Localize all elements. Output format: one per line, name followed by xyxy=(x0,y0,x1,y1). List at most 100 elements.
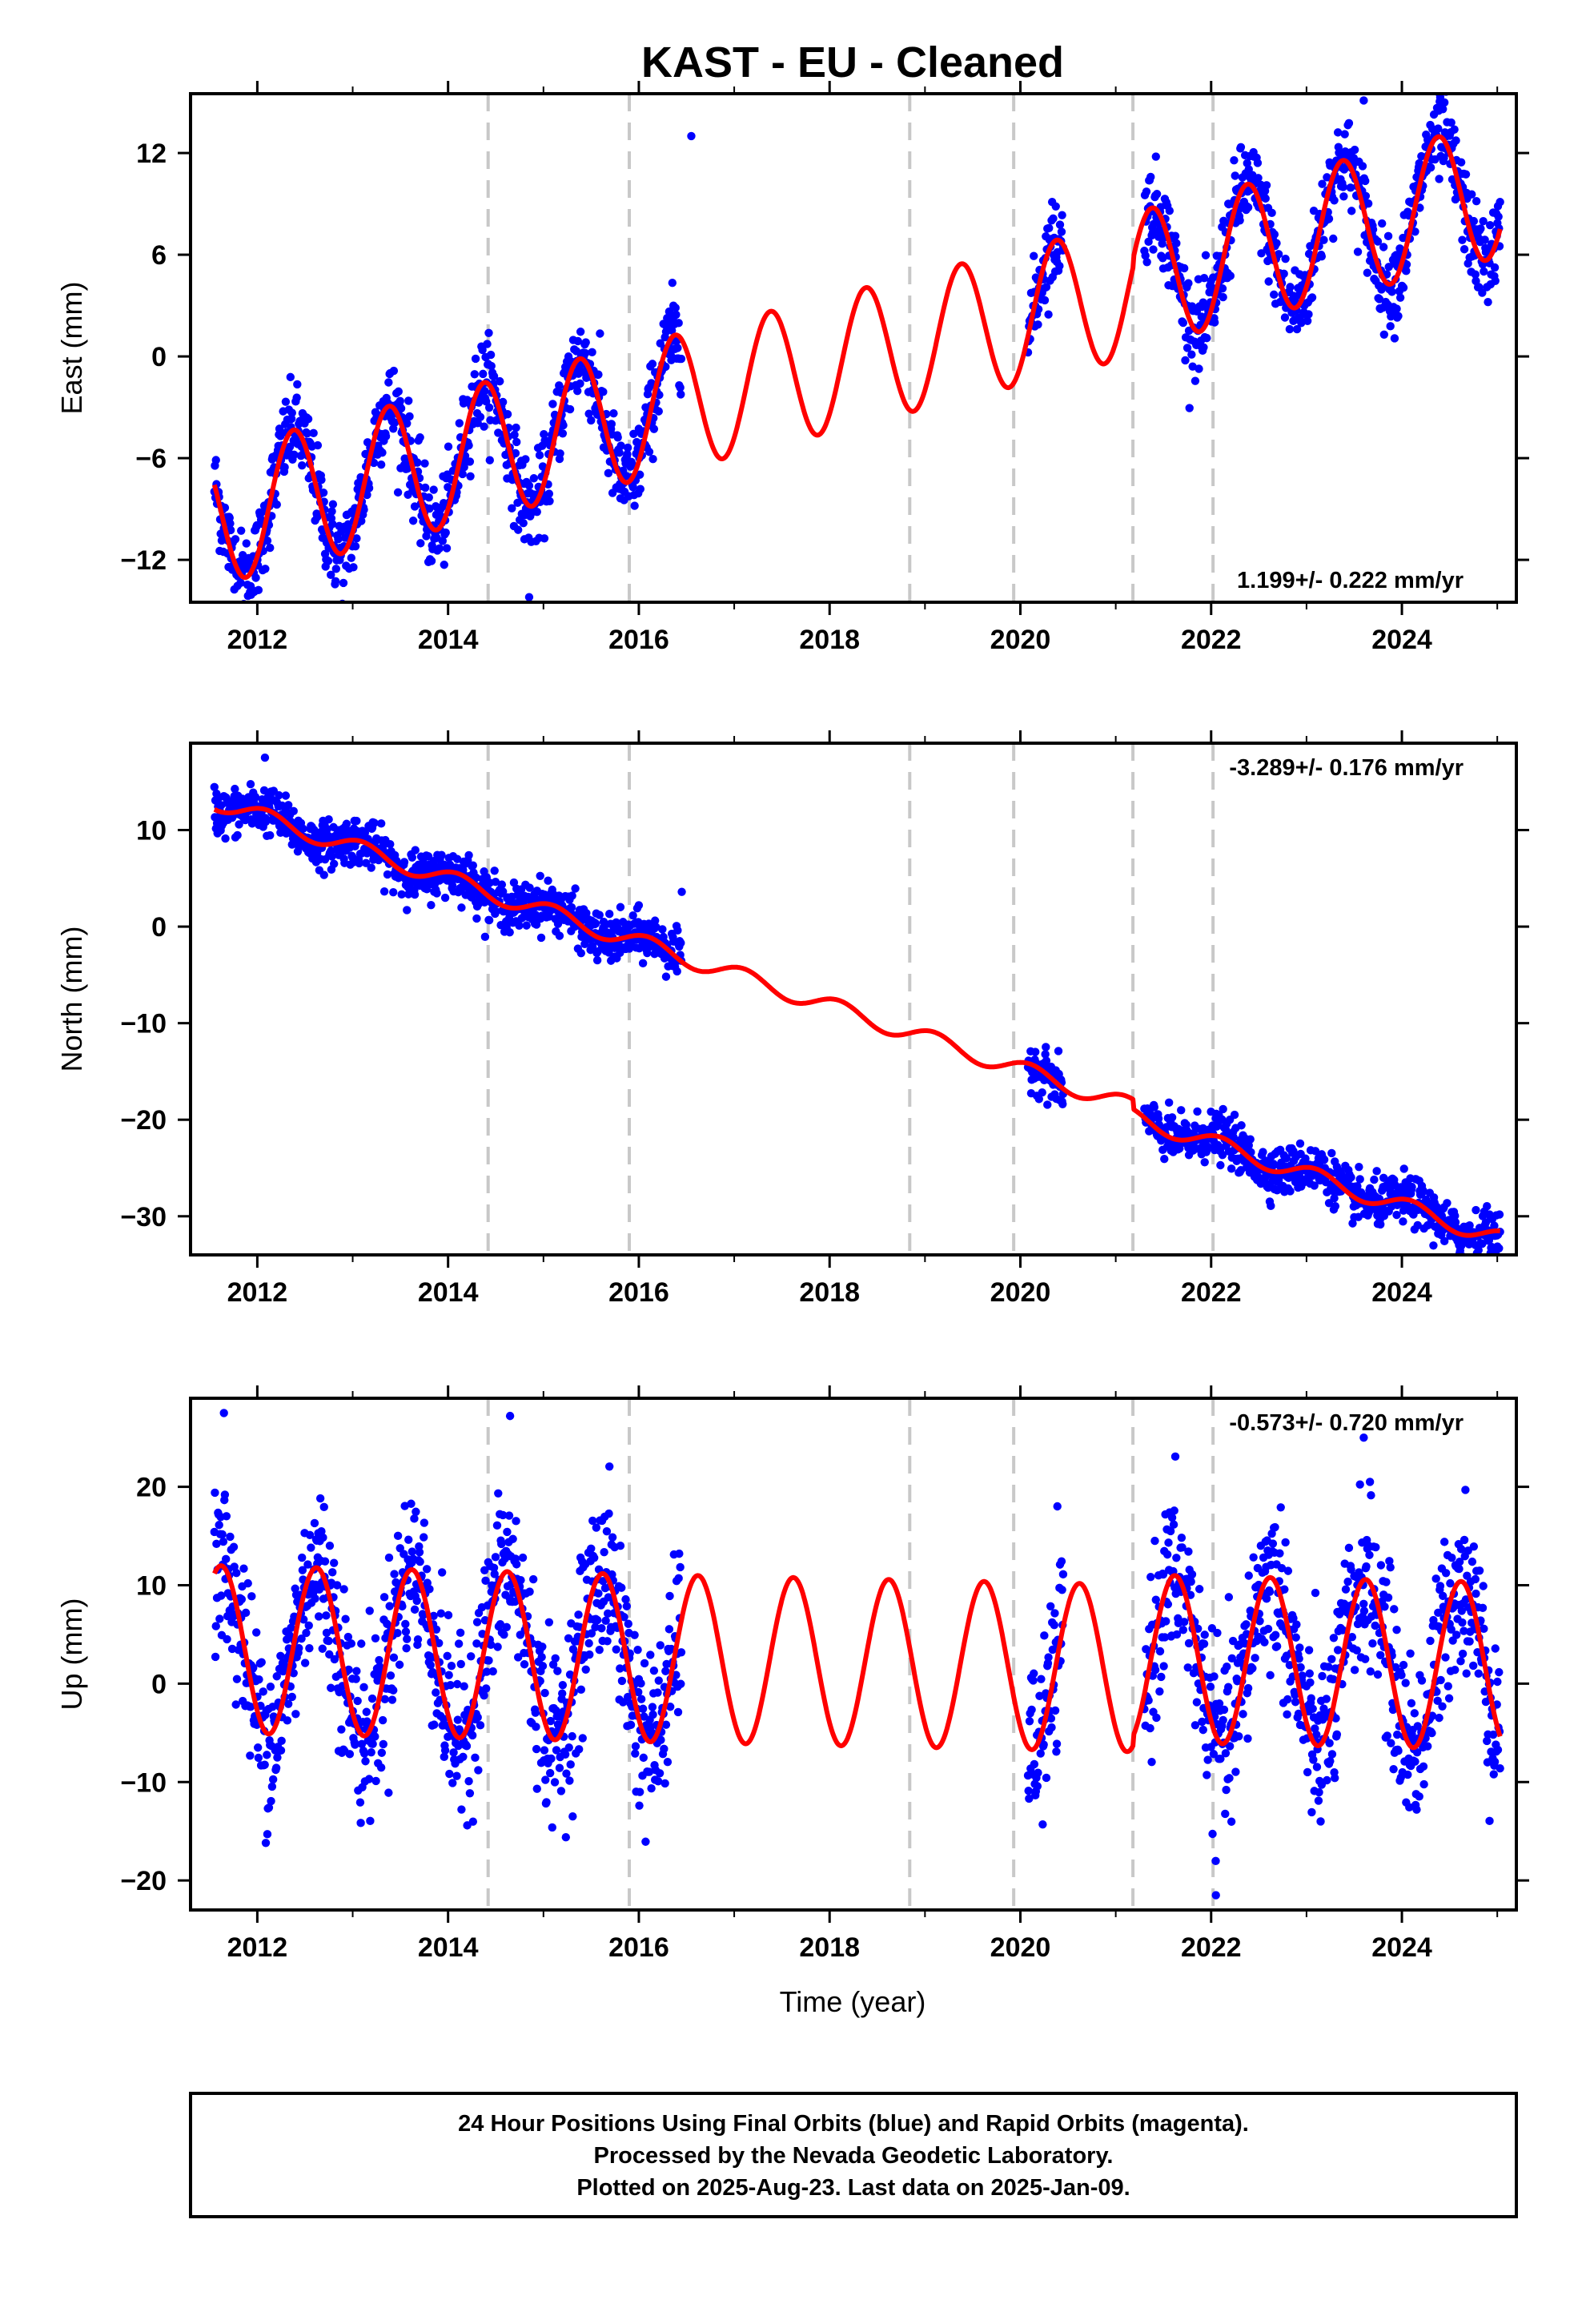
data-point xyxy=(1218,284,1227,293)
data-point xyxy=(444,1610,453,1620)
data-point xyxy=(1495,1210,1504,1219)
data-point xyxy=(1472,197,1481,206)
data-point xyxy=(1199,1639,1209,1648)
data-point xyxy=(497,880,507,889)
data-point xyxy=(419,857,428,866)
data-point xyxy=(464,441,473,450)
data-point xyxy=(327,852,336,861)
data-point xyxy=(538,462,548,471)
data-point xyxy=(1230,1110,1239,1120)
data-point xyxy=(267,1782,277,1791)
data-point xyxy=(496,1620,505,1629)
data-point xyxy=(677,1648,686,1657)
data-point xyxy=(665,1625,674,1634)
data-point xyxy=(322,1611,331,1620)
data-point xyxy=(1387,1739,1395,1747)
y-axis-label: East (mm) xyxy=(55,282,88,415)
data-point xyxy=(1184,1638,1194,1648)
data-point xyxy=(1390,1605,1399,1614)
data-point xyxy=(1265,1587,1275,1596)
data-point xyxy=(480,932,490,942)
data-point xyxy=(317,475,326,485)
data-point xyxy=(302,1628,311,1638)
data-point xyxy=(1406,1649,1415,1659)
data-point xyxy=(471,354,480,364)
data-point xyxy=(492,907,500,916)
data-point xyxy=(260,1760,269,1769)
data-point xyxy=(375,1662,384,1671)
data-point xyxy=(370,818,379,827)
data-point xyxy=(1366,1667,1375,1676)
data-point xyxy=(1412,1748,1422,1757)
data-point xyxy=(293,380,302,389)
data-point xyxy=(519,519,528,528)
data-point xyxy=(287,1623,295,1632)
data-point xyxy=(464,850,473,860)
data-point xyxy=(644,1767,654,1776)
data-point xyxy=(1044,310,1053,319)
data-point xyxy=(283,1699,293,1708)
data-point xyxy=(1185,404,1194,412)
data-point xyxy=(587,1544,596,1553)
data-point xyxy=(654,1676,663,1685)
data-point xyxy=(589,1554,599,1562)
data-point xyxy=(604,1609,612,1618)
data-point xyxy=(1211,1856,1220,1866)
data-point xyxy=(319,489,328,497)
panel-east: 2012 2014 2016 2018 2020 2022 2024−12−60612Eas… xyxy=(55,81,1529,655)
data-point xyxy=(1431,1574,1440,1583)
data-point xyxy=(623,443,632,452)
data-point xyxy=(362,1707,371,1716)
data-point xyxy=(587,416,596,425)
data-point xyxy=(389,1653,399,1663)
data-point xyxy=(1312,1763,1322,1771)
data-point xyxy=(673,926,682,935)
data-point xyxy=(1170,231,1180,240)
data-point xyxy=(287,408,296,417)
data-point xyxy=(1304,310,1313,319)
data-point xyxy=(462,1742,472,1751)
data-point xyxy=(235,605,243,613)
data-point xyxy=(1259,1148,1267,1156)
data-point xyxy=(559,420,568,430)
data-point xyxy=(454,1639,464,1648)
data-point xyxy=(263,1830,272,1839)
data-point xyxy=(1150,1666,1160,1675)
data-point xyxy=(393,488,403,497)
data-point xyxy=(584,409,593,418)
data-point xyxy=(558,1689,567,1698)
data-point xyxy=(1052,1739,1062,1748)
data-point xyxy=(218,1530,227,1539)
data-point xyxy=(379,1739,387,1749)
data-point xyxy=(1042,1043,1050,1051)
data-point xyxy=(1223,1663,1231,1671)
data-point xyxy=(311,1594,319,1603)
data-point xyxy=(555,381,564,390)
data-point xyxy=(389,1686,398,1695)
data-point xyxy=(602,1527,612,1536)
data-point xyxy=(259,1687,267,1696)
data-point xyxy=(624,1619,632,1628)
data-point xyxy=(395,1660,404,1669)
data-point xyxy=(628,483,637,492)
data-point xyxy=(1461,1486,1470,1494)
data-point xyxy=(1237,1121,1246,1130)
data-point xyxy=(1419,1762,1428,1771)
panel-up: 2012 2014 2016 2018 2020 2022 2024−20−1001020U… xyxy=(55,1385,1529,1963)
data-point xyxy=(568,1731,576,1741)
data-point xyxy=(1210,318,1219,327)
data-point xyxy=(1030,1669,1038,1678)
data-point xyxy=(638,1704,648,1713)
data-point xyxy=(1034,1095,1043,1104)
data-point xyxy=(594,370,603,379)
data-point xyxy=(299,1615,308,1624)
data-point xyxy=(1481,1218,1491,1227)
data-point xyxy=(545,1768,555,1778)
data-point xyxy=(616,1664,624,1673)
data-point xyxy=(285,442,295,452)
data-point xyxy=(1200,1158,1209,1167)
data-point xyxy=(1225,1774,1234,1783)
data-point xyxy=(1460,245,1469,254)
data-point xyxy=(1386,322,1395,331)
data-point xyxy=(1456,1545,1466,1554)
